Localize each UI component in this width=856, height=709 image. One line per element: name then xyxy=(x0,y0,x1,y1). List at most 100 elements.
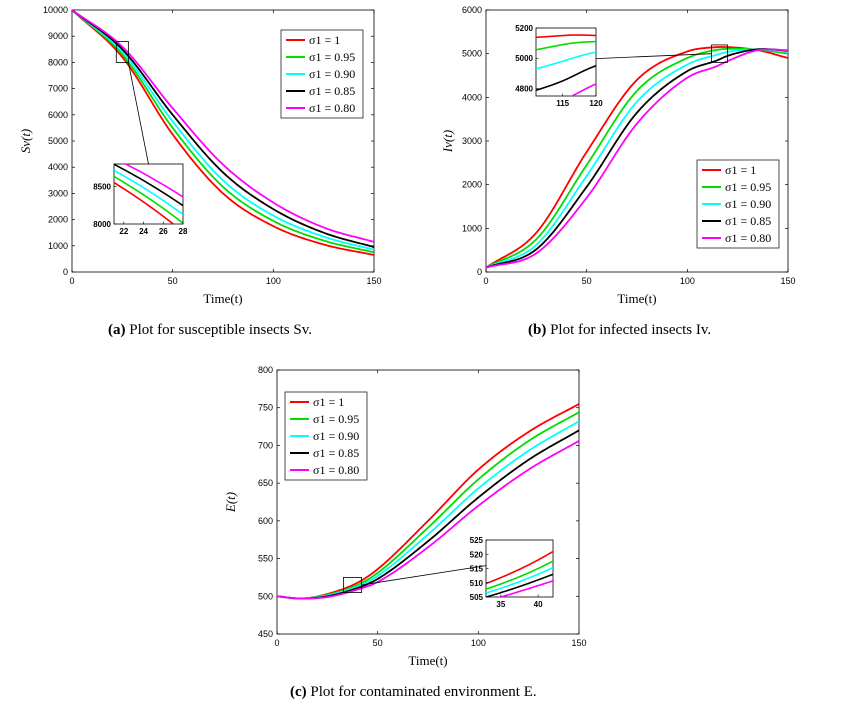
inset-series-group xyxy=(536,34,596,96)
inset-series-line-1 xyxy=(114,175,183,224)
inset-a: 22 24 26 28 8000 8500 xyxy=(93,163,188,236)
caption-b: (b) Plot for infected insects Iv. xyxy=(528,322,711,339)
y-tick-label: 5000 xyxy=(462,49,482,59)
legend-label-1: σ1 = 0.95 xyxy=(725,180,771,194)
series-line-0 xyxy=(486,46,788,269)
caption-a-label: (a) xyxy=(108,322,126,338)
y-tick-label: 500 xyxy=(258,591,273,601)
inset-series-line-3 xyxy=(114,164,183,207)
y-tick-label: 0 xyxy=(63,267,68,277)
inset-y-tick-label: 520 xyxy=(470,550,484,559)
legend-label-2: σ1 = 0.90 xyxy=(309,67,355,81)
series-line-1 xyxy=(486,47,788,269)
inset-y-tick-label: 5200 xyxy=(515,24,533,33)
x-tick-label: 0 xyxy=(274,638,279,648)
inset-x-tick-label: 24 xyxy=(139,227,148,236)
inset-series-group xyxy=(114,164,183,224)
inset-x-tick-label: 22 xyxy=(119,227,128,236)
x-tick-label: 100 xyxy=(266,276,281,286)
legend-label-0: σ1 = 1 xyxy=(313,395,344,409)
y-tick-label: 550 xyxy=(258,554,273,564)
y-tick-label: 600 xyxy=(258,516,273,526)
series-line-2 xyxy=(486,48,788,269)
y-tick-label: 700 xyxy=(258,440,273,450)
x-tick-label: 50 xyxy=(373,638,383,648)
inset-y-tick-label: 8500 xyxy=(93,183,111,192)
y-tick-label: 4000 xyxy=(462,92,482,102)
legend-label-0: σ1 = 1 xyxy=(725,163,756,177)
y-tick-label: 650 xyxy=(258,478,273,488)
x-axis-label: Time(t) xyxy=(617,291,656,306)
legend-label-4: σ1 = 0.80 xyxy=(309,101,355,115)
y-tick-label: 8000 xyxy=(48,57,68,67)
y-tick-label: 4000 xyxy=(48,162,68,172)
y-tick-label: 3000 xyxy=(462,136,482,146)
inset-frame xyxy=(535,27,597,97)
inset-series-line-2 xyxy=(114,169,183,216)
x-tick-label: 150 xyxy=(780,276,795,286)
legend-b: σ1 = 1 σ1 = 0.95 σ1 = 0.90 σ1 = 0.85 σ1 = 0.… xyxy=(696,159,780,249)
y-tick-label: 7000 xyxy=(48,84,68,94)
zoom-connector xyxy=(361,565,487,586)
inset-series-line-3 xyxy=(536,65,596,92)
y-tick-label: 450 xyxy=(258,629,273,639)
y-tick-label: 3000 xyxy=(48,188,68,198)
legend-label-0: σ1 = 1 xyxy=(309,33,340,47)
caption-b-label: (b) xyxy=(528,322,547,338)
inset-x-tick-label: 120 xyxy=(589,99,603,108)
inset-series-line-4 xyxy=(123,164,183,198)
x-tick-label: 50 xyxy=(168,276,178,286)
caption-a-text: Plot for susceptible insects Sv. xyxy=(129,322,313,338)
inset-x-tick-label: 40 xyxy=(534,600,543,609)
x-tick-label: 50 xyxy=(582,276,592,286)
inset-series-line-0 xyxy=(486,550,553,585)
zoom-connector xyxy=(595,53,712,59)
inset-series-line-2 xyxy=(486,566,553,594)
legend-label-1: σ1 = 0.95 xyxy=(309,50,355,64)
inset-x-tick-label: 115 xyxy=(556,99,569,108)
y-axis-label: Iv(t) xyxy=(440,130,455,153)
inset-series-line-3 xyxy=(486,573,553,597)
series-group xyxy=(72,10,374,256)
x-axis-label: Time(t) xyxy=(408,653,447,668)
series-line-4 xyxy=(277,440,579,600)
y-tick-label: 2000 xyxy=(462,180,482,190)
x-tick-label: 0 xyxy=(69,276,74,286)
y-tick-label: 5000 xyxy=(48,136,68,146)
y-axis-label: E(t) xyxy=(223,492,238,513)
series-line-2 xyxy=(72,10,374,251)
inset-y-tick-label: 505 xyxy=(470,593,484,602)
legend-label-3: σ1 = 0.85 xyxy=(725,214,771,228)
x-tick-label: 150 xyxy=(366,276,381,286)
y-tick-label: 6000 xyxy=(48,110,68,120)
legend-label-4: σ1 = 0.80 xyxy=(313,463,359,477)
inset-c: 35 40 505 510 515 520 525 xyxy=(470,536,554,609)
y-tick-label: 1000 xyxy=(48,241,68,251)
y-axis-label: Sv(t) xyxy=(18,129,33,154)
inset-series-line-1 xyxy=(486,560,553,590)
inset-y-tick-label: 515 xyxy=(470,565,484,574)
legend-label-3: σ1 = 0.85 xyxy=(309,84,355,98)
legend-c: σ1 = 1 σ1 = 0.95 σ1 = 0.90 σ1 = 0.85 σ1 = 0.… xyxy=(284,391,368,481)
y-tick-label: 9000 xyxy=(48,31,68,41)
inset-y-tick-label: 510 xyxy=(470,579,484,588)
inset-series-line-4 xyxy=(570,83,596,96)
inset-y-tick-label: 5000 xyxy=(515,54,533,63)
caption-a: (a) Plot for susceptible insects Sv. xyxy=(108,322,312,339)
y-tick-label: 750 xyxy=(258,403,273,413)
inset-series-line-4 xyxy=(497,580,553,597)
y-tick-label: 0 xyxy=(477,267,482,277)
inset-series-group xyxy=(486,550,553,597)
inset-series-line-0 xyxy=(114,181,175,224)
series-group xyxy=(486,46,788,269)
chart-a: 0 50 100 150 0 1000 2000 3000 4000 5000 6000 7000 80… xyxy=(18,5,382,306)
legend-label-2: σ1 = 0.90 xyxy=(725,197,771,211)
caption-b-text: Plot for infected insects Iv. xyxy=(550,322,712,338)
chart-c: 0 50 100 150 450 500 550 600 650 700 750 800 Time(t)… xyxy=(223,365,587,668)
y-tick-label: 6000 xyxy=(462,5,482,15)
inset-y-tick-label: 4800 xyxy=(515,84,533,93)
legend-label-1: σ1 = 0.95 xyxy=(313,412,359,426)
caption-c-text: Plot for contaminated environment E. xyxy=(310,684,537,700)
x-tick-label: 100 xyxy=(680,276,695,286)
